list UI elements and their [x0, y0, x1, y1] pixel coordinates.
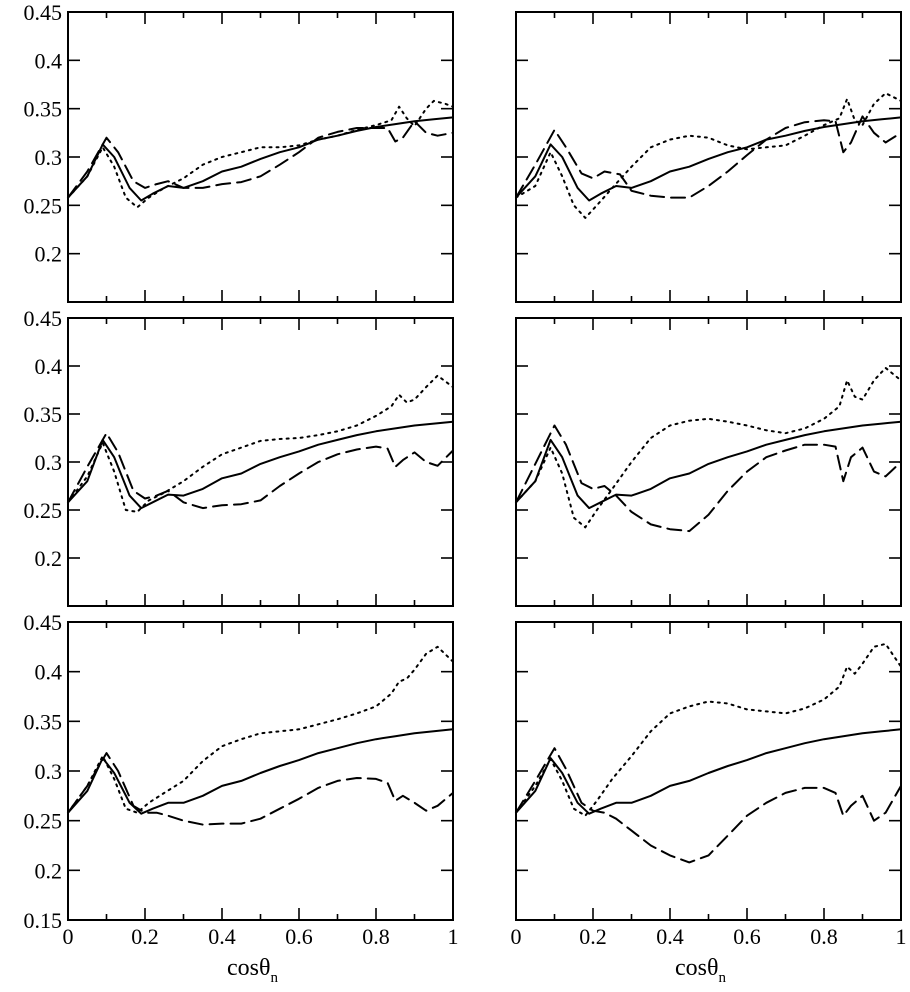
series-line-solid: [67, 420, 454, 510]
y-tick-label: 0.3: [35, 759, 63, 784]
series-line-dotted: [67, 374, 454, 513]
series-line-dashed: [515, 747, 902, 864]
y-tick-label: 0.45: [24, 306, 63, 331]
y-tick-label: 0.25: [24, 498, 63, 523]
y-tick-label: 0.4: [35, 48, 63, 73]
x-tick-label: 0.8: [810, 924, 838, 949]
series-line-dotted: [515, 366, 902, 529]
panel-row1-left: 0.2 0.25 0.3 0.35 0.4 0.45: [24, 0, 454, 303]
panels-grid: 0.20.250.30.350.40.450.20.250.30.350.40.…: [24, 0, 907, 986]
y-tick-label: 0.45: [24, 610, 63, 635]
y-tick-label: 0.35: [24, 97, 63, 122]
panel-row3-left: 0.15 0.2 0.25 0.3 0.35 0.4 0.45 0 0.2 0.4 0.6 0.8 1 c…: [24, 610, 459, 986]
x-tick-label: 0: [63, 924, 74, 949]
y-tick-label: 0.15: [24, 908, 63, 933]
x-tick-label: 1: [448, 924, 459, 949]
plot-frame: [515, 621, 902, 921]
series-line-dashed: [67, 752, 454, 826]
x-tick-label: 0: [511, 924, 522, 949]
series-line-dotted: [515, 642, 902, 817]
y-tick-label: 0.3: [35, 450, 63, 475]
series-line-dotted: [67, 645, 454, 814]
panel-row2-right: [515, 317, 902, 607]
series-line-dashed: [67, 120, 454, 199]
series-line-solid: [515, 728, 902, 815]
y-tick-label: 0.25: [24, 193, 63, 218]
plot-frame: [67, 621, 454, 921]
series-line-solid: [67, 116, 454, 202]
x-tick-label: 0.2: [579, 924, 607, 949]
series-line-dashed: [515, 115, 902, 199]
y-tick-label: 0.4: [35, 354, 63, 379]
y-tick-label: 0.45: [24, 0, 63, 25]
x-tick-label: 0.6: [733, 924, 761, 949]
x-tick-label: 0.4: [208, 924, 236, 949]
series-line-dotted: [67, 99, 454, 209]
plot-frame: [67, 11, 454, 303]
series-line-dotted: [515, 92, 902, 219]
x-tick-label: 0.6: [285, 924, 313, 949]
x-axis-title: cosθn: [227, 955, 279, 986]
x-tick-label: 0.8: [362, 924, 390, 949]
series-line-dashed: [67, 432, 454, 510]
x-tick-label: 1: [896, 924, 907, 949]
y-tick-label: 0.2: [35, 242, 63, 267]
panel-row2-left: 0.2 0.25 0.3 0.35 0.4 0.45: [24, 306, 454, 607]
plot-frame: [515, 11, 902, 303]
series-line-solid: [67, 728, 454, 815]
x-tick-label: 0.2: [131, 924, 159, 949]
y-tick-label: 0.2: [35, 858, 63, 883]
series-line-solid: [515, 420, 902, 510]
x-axis-title: cosθn: [675, 955, 727, 986]
y-tick-label: 0.35: [24, 402, 63, 427]
y-tick-label: 0.3: [35, 145, 63, 170]
panel-row1-right: [515, 11, 902, 303]
y-tick-label: 0.4: [35, 660, 63, 685]
x-tick-label: 0.4: [656, 924, 684, 949]
y-tick-label: 0.2: [35, 546, 63, 571]
series-line-dashed: [515, 424, 902, 533]
y-tick-label: 0.25: [24, 809, 63, 834]
y-tick-label: 0.35: [24, 709, 63, 734]
plot-frame: [67, 317, 454, 607]
panel-row3-right: 0 0.2 0.4 0.6 0.8 1 cosθn: [511, 621, 907, 986]
series-line-solid: [515, 116, 902, 202]
